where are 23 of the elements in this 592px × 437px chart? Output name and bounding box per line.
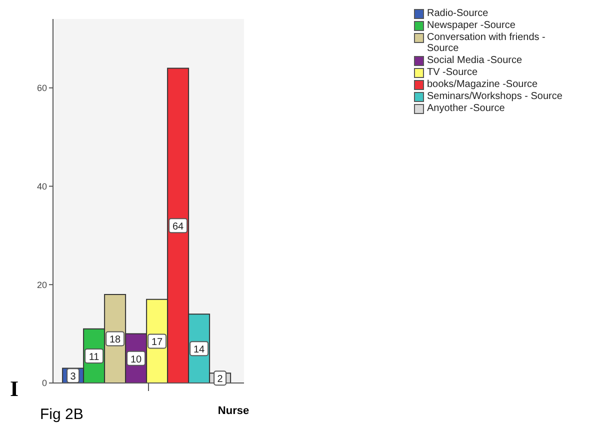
y-tick-label: 40 [36, 181, 47, 192]
data-label: 3 [70, 372, 76, 383]
legend-label: Radio-Source [427, 8, 488, 19]
data-label: 18 [109, 334, 122, 346]
data-label: 2 [217, 374, 224, 386]
legend-label: books/Magazine -Source [427, 79, 538, 90]
legend-label: Seminars/Workshops - Source [427, 91, 562, 102]
y-tick-label: 0 [42, 378, 47, 388]
y-tick-label: 20 [36, 280, 47, 290]
data-label: 64 [172, 222, 184, 233]
caption: Fig 2B [40, 406, 84, 423]
legend-label: Social Media -Source [427, 55, 522, 66]
data-label: 11 [88, 352, 100, 363]
legend-label: Newspaper -Source [427, 20, 516, 31]
text: I [10, 376, 19, 402]
y-tick-label: 60 [36, 83, 47, 94]
legend-label: TV -Source [427, 67, 478, 78]
x-axis-title: Nurse [218, 405, 250, 417]
data-label: 14 [193, 344, 206, 356]
data-label: 17 [151, 337, 164, 348]
legend-label: Conversation with friends - Source [427, 32, 546, 54]
legend-label: Anyother -Source [427, 103, 505, 114]
data-label: 10 [130, 354, 142, 366]
